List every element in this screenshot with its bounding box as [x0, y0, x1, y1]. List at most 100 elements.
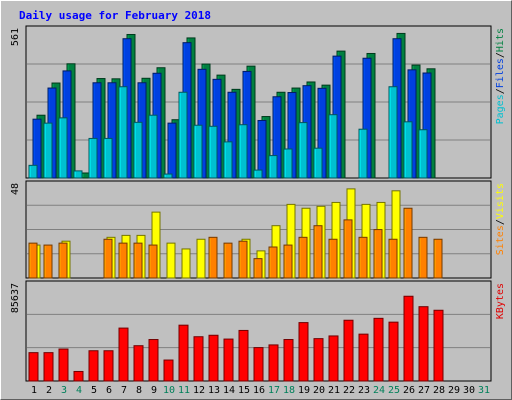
x-tick-label: 14	[223, 385, 235, 396]
bar-pages-day-7	[118, 86, 128, 179]
bar-sites-day-26	[403, 207, 413, 279]
bar-pages-day-18	[283, 148, 293, 179]
bar-visits-day-12	[196, 238, 206, 279]
bar-kbytes-day-18	[283, 339, 294, 382]
bar-sites-day-3	[58, 242, 68, 279]
panel-hits_files_pages: 561 Pages/Files/Hits	[10, 25, 506, 179]
bar-kbytes-day-15	[238, 329, 249, 382]
x-tick-label: 15	[238, 385, 250, 396]
bar-sites-day-7	[118, 242, 128, 279]
bar-sites-day-6	[103, 238, 113, 279]
bar-kbytes-day-3	[58, 348, 69, 382]
y-max-label: 85637	[10, 283, 21, 313]
bar-kbytes-day-9	[148, 339, 159, 382]
legend-entry: /	[495, 52, 506, 58]
bar-kbytes-day-21	[328, 335, 339, 382]
x-tick-label: 16	[253, 385, 265, 396]
chart-title: Daily usage for February 2018	[19, 9, 211, 22]
bar-kbytes-day-27	[418, 306, 429, 382]
bar-sites-day-25	[388, 238, 398, 279]
panel-kbytes: 85637 KBytes	[10, 280, 506, 382]
bar-sites-day-14	[223, 242, 233, 279]
bar-sites-day-20	[313, 225, 323, 279]
bar-kbytes-day-5	[88, 350, 99, 382]
bar-kbytes-day-26	[403, 295, 414, 382]
bar-pages-day-12	[193, 124, 203, 179]
bar-kbytes-day-6	[103, 350, 114, 382]
x-tick-label: 23	[358, 385, 370, 396]
x-tick-label: 20	[313, 385, 325, 396]
bar-pages-day-13	[208, 125, 218, 179]
bar-pages-day-5	[88, 137, 98, 179]
bar-sites-day-1	[28, 242, 38, 279]
y-max-label: 48	[10, 183, 21, 195]
bar-pages-day-17	[268, 155, 278, 179]
bar-pages-day-26	[403, 121, 413, 179]
bar-visits-day-10	[166, 242, 176, 279]
bar-sites-day-21	[328, 238, 338, 279]
bar-sites-day-22	[343, 219, 353, 279]
bar-pages-day-9	[148, 114, 158, 179]
x-tick-label: 19	[298, 385, 310, 396]
x-tick-label: 29	[448, 385, 460, 396]
bar-visits-day-11	[181, 248, 191, 279]
legend-entry: Files	[495, 58, 506, 88]
bar-sites-day-23	[358, 236, 368, 279]
bar-kbytes-day-7	[118, 327, 129, 382]
legend-entry: Visits	[495, 183, 506, 219]
bar-kbytes-day-10	[163, 359, 174, 382]
x-tick-label: 7	[121, 385, 127, 396]
y-max-label: 561	[10, 28, 21, 46]
bar-kbytes-day-20	[313, 338, 324, 382]
bar-pages-day-4	[73, 170, 83, 179]
bar-kbytes-day-25	[388, 321, 399, 382]
legend-hits_files_pages: Pages/Files/Hits	[495, 28, 506, 124]
bar-kbytes-day-22	[343, 319, 354, 382]
x-tick-label: 8	[136, 385, 142, 396]
x-tick-label: 30	[463, 385, 475, 396]
bar-sites-day-9	[148, 244, 158, 279]
legend-kbytes: KBytes	[495, 283, 506, 319]
bar-pages-day-6	[103, 137, 113, 179]
bar-pages-day-21	[328, 114, 338, 179]
bar-sites-day-27	[418, 236, 428, 279]
x-tick-label: 2	[46, 385, 52, 396]
x-tick-label: 18	[283, 385, 295, 396]
legend-visits_sites: Sites/Visits	[495, 183, 506, 255]
bar-sites-day-15	[238, 240, 248, 279]
x-tick-label: 24	[373, 385, 385, 396]
legend-entry: /	[495, 219, 506, 225]
bar-pages-day-25	[388, 86, 398, 179]
bar-pages-day-19	[298, 122, 308, 179]
bar-sites-day-16	[253, 258, 263, 279]
x-tick-label: 4	[76, 385, 82, 396]
bar-pages-day-20	[313, 147, 323, 179]
bar-kbytes-day-19	[298, 322, 309, 382]
bar-kbytes-day-2	[43, 352, 54, 382]
bar-sites-day-13	[208, 236, 218, 279]
bar-pages-day-11	[178, 91, 188, 179]
x-tick-label: 5	[91, 385, 97, 396]
bar-sites-day-19	[298, 236, 308, 279]
panel-visits_sites: 48 Sites/Visits	[10, 180, 506, 279]
bar-kbytes-day-13	[208, 334, 219, 382]
x-tick-label: 10	[163, 385, 175, 396]
bar-pages-day-15	[238, 124, 248, 179]
bar-pages-day-10	[163, 173, 173, 179]
legend-entry: KBytes	[495, 283, 506, 319]
x-tick-label: 9	[151, 385, 157, 396]
bar-pages-day-8	[133, 121, 143, 179]
bar-kbytes-day-4	[73, 370, 84, 382]
x-tick-label: 13	[208, 385, 220, 396]
bar-sites-day-17	[268, 246, 278, 279]
x-tick-label: 21	[328, 385, 340, 396]
bar-pages-day-1	[28, 164, 38, 179]
bar-kbytes-day-23	[358, 333, 369, 382]
bar-sites-day-28	[433, 238, 443, 279]
bar-sites-day-8	[133, 242, 143, 279]
x-tick-label: 3	[61, 385, 67, 396]
bar-kbytes-day-8	[133, 345, 144, 382]
legend-entry: Hits	[495, 28, 506, 52]
bar-pages-day-2	[43, 122, 53, 179]
